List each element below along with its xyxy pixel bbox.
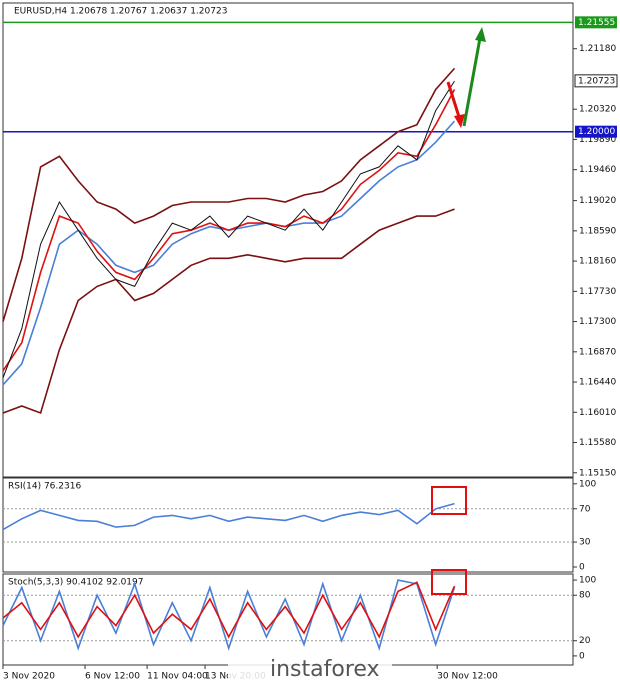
price-tag [574,74,618,88]
y-tick-label: 100 [579,479,596,489]
price-tag-label: 1.20000 [578,127,615,137]
price-tag [575,16,617,29]
price-tag-label: 1.20723 [578,76,615,86]
y-tick-label: 1.19460 [579,165,616,175]
panel-title: EURUSD,H4 1.20678 1.20767 1.20637 1.2072… [14,7,227,17]
series-line [2,502,455,531]
y-tick-label: 70 [579,504,591,514]
price-tag [575,125,617,138]
stoch-highlight [431,569,467,595]
y-tick-label: 20 [579,636,591,646]
y-tick-label: 1.21180 [579,44,616,54]
x-tick-label: 11 Nov 04:00 [147,672,208,682]
series-line [2,581,456,639]
y-tick-label: 1.18590 [579,226,616,236]
y-tick-label: 1.17730 [579,287,616,297]
y-tick-label: 0 [579,563,585,573]
y-tick-label: 0 [579,651,585,661]
down-arrow [446,81,462,121]
panel-frame [2,477,574,573]
series-line [2,208,455,415]
series-line [2,579,456,651]
panel-title: Stoch(5,3,3) 90.4102 92.0197 [8,578,143,588]
y-tick-label: 1.16440 [579,378,616,388]
watermark-bg [228,654,392,684]
y-tick-label: 1.15580 [579,438,616,448]
y-tick-label: 1.16870 [579,347,616,357]
y-tick-label: 1.18160 [579,257,616,267]
series-line [2,80,455,378]
series-line [2,67,456,322]
y-tick-label: 1.19890 [579,135,616,145]
y-tick-label: 100 [579,576,596,586]
y-tick-label: 30 [579,538,591,548]
rsi-highlight [431,486,467,515]
y-tick-label: 1.17300 [579,317,616,327]
x-tick-label: 3 Nov 2020 [3,672,55,682]
y-tick-label: 1.15150 [579,468,616,478]
x-tick-label: 6 Nov 12:00 [85,672,140,682]
series-line [2,89,456,372]
price-tag-label: 1.21555 [578,18,615,28]
watermark: instaforex [270,657,380,682]
y-tick-label: 1.19020 [579,196,616,206]
y-tick-label: 1.16010 [579,408,616,418]
panel-frame [2,2,574,478]
y-tick-label: 1.20320 [579,105,616,115]
up-arrowhead [475,27,486,42]
up-arrow [462,37,482,127]
down-arrowhead [454,114,465,128]
panel-title: RSI(14) 76.2316 [8,482,81,492]
x-tick-label: 30 Nov 12:00 [437,672,498,682]
y-tick-label: 80 [579,591,591,601]
